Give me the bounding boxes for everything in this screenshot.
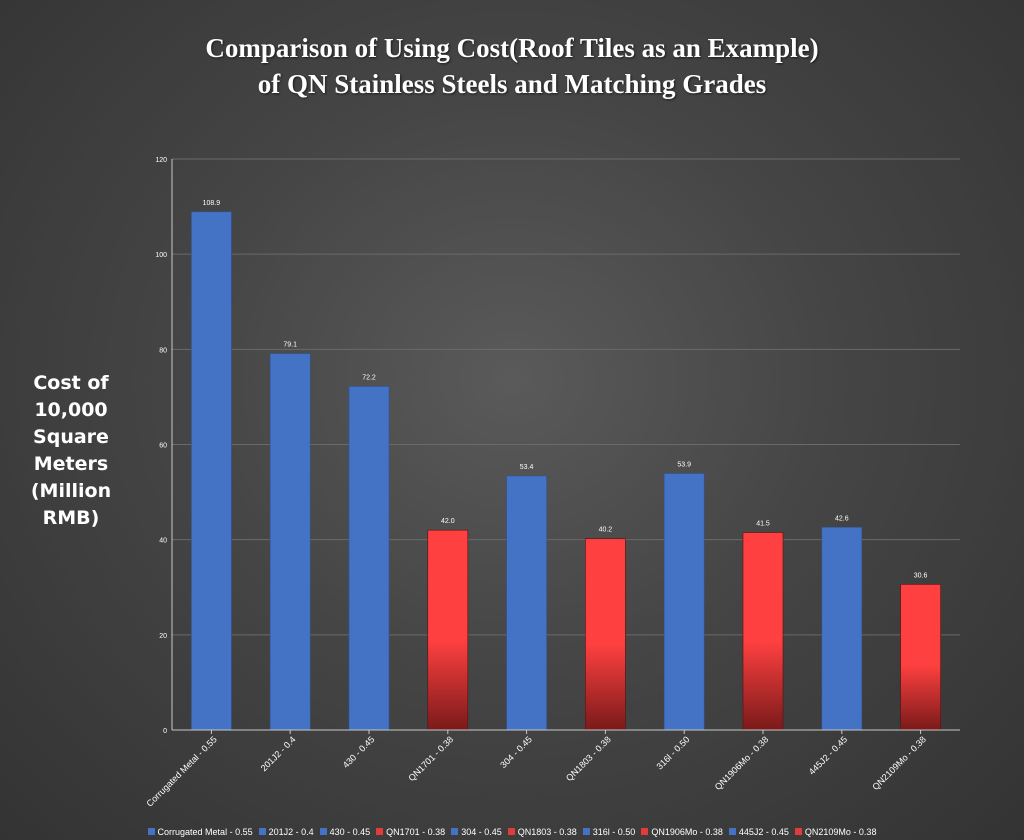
y-tick-label: 80 <box>159 347 167 354</box>
data-label: 30.6 <box>914 572 928 579</box>
legend-swatch <box>147 828 155 835</box>
chart-title-line-1: Comparison of Using Cost(Roof Tiles as a… <box>205 33 819 63</box>
legend-swatch <box>376 828 384 835</box>
legend-item: QN1701 - 0.38 <box>376 827 445 838</box>
y-axis-label-line: (Million RMB) <box>30 480 112 529</box>
legend-item: QN2109Mo - 0.38 <box>794 827 877 838</box>
legend-label: 316l - 0.50 <box>592 827 636 837</box>
legend-swatch <box>451 828 459 835</box>
data-label: 42.0 <box>441 518 455 525</box>
x-tick-label: Corrugated Metal - 0.55 <box>145 734 219 808</box>
bar <box>191 211 232 731</box>
data-label: 53.9 <box>677 462 691 469</box>
legend: Corrugated Metal - 0.55 201J2 - 0.4 430 - … <box>0 827 1024 838</box>
bar <box>821 526 863 731</box>
legend-label: 201J2 - 0.4 <box>268 827 314 837</box>
legend-label: 445J2 - 0.45 <box>738 827 789 837</box>
legend-item: 304 - 0.45 <box>451 827 502 838</box>
bar <box>742 532 784 731</box>
legend-swatch <box>258 828 266 835</box>
y-tick-label: 100 <box>155 252 167 259</box>
y-tick-label: 60 <box>159 443 167 450</box>
x-tick-label: 316l - 0.50 <box>654 734 691 771</box>
legend-label: QN1803 - 0.38 <box>517 827 577 837</box>
legend-label: Corrugated Metal - 0.55 <box>157 827 253 837</box>
data-label: 40.2 <box>599 527 613 534</box>
legend-item: QN1906Mo - 0.38 <box>641 827 723 838</box>
y-tick-label: 40 <box>159 538 167 545</box>
x-tick-label: 304 - 0.45 <box>498 734 534 770</box>
x-tick-label: 445J2 - 0.45 <box>807 734 849 776</box>
bar <box>900 584 941 731</box>
data-label: 72.2 <box>362 374 376 381</box>
legend-swatch <box>641 828 649 835</box>
x-tick-label: QN1803 - 0.38 <box>564 734 613 783</box>
x-tick-label: 201J2 - 0.4 <box>259 734 298 773</box>
legend-item: 316l - 0.50 <box>582 827 636 838</box>
bars <box>191 211 941 731</box>
chart-title-line-2: of QN Stainless Steels and Matching Grad… <box>257 69 767 99</box>
y-tick-label: 0 <box>163 728 167 735</box>
data-label: 42.6 <box>835 515 849 522</box>
x-tick-label: 430 - 0.45 <box>341 734 377 770</box>
legend-swatch <box>794 828 802 835</box>
y-axis-label-line: Square Meters <box>33 426 109 475</box>
legend-label: 304 - 0.45 <box>461 827 502 837</box>
legend-item: 201J2 - 0.4 <box>258 827 314 838</box>
bar <box>585 538 626 731</box>
bar <box>269 353 311 731</box>
y-axis-label-line: Cost of <box>33 372 109 394</box>
legend-swatch <box>728 828 736 835</box>
legend-label: QN1906Mo - 0.38 <box>651 827 723 837</box>
x-tick-label: QN2109Mo - 0.38 <box>870 734 928 792</box>
legend-swatch <box>582 828 590 835</box>
legend-label: 430 - 0.45 <box>329 827 371 837</box>
chart-title: Comparison of Using Cost(Roof Tiles as a… <box>0 30 1024 102</box>
legend-item: 430 - 0.45 <box>319 827 371 838</box>
legend-swatch <box>507 828 515 835</box>
data-label: 79.1 <box>283 342 297 349</box>
bar <box>506 475 547 731</box>
legend-label: QN1701 - 0.38 <box>386 827 446 837</box>
bar <box>427 529 469 731</box>
data-label: 53.4 <box>520 464 534 471</box>
value-labels: 108.9 79.1 72.2 42.0 53.4 40.2 53.9 41.5 42.6 30.… <box>203 200 928 580</box>
y-axis-label-line: 10,000 <box>34 399 108 421</box>
legend-swatch <box>319 828 327 835</box>
y-tick-label: 20 <box>159 633 167 640</box>
legend-item: 445J2 - 0.45 <box>728 827 789 838</box>
legend-item: QN1803 - 0.38 <box>507 827 577 838</box>
x-tick-label: QN1906Mo - 0.38 <box>713 734 771 792</box>
y-tick-label: 120 <box>155 157 167 164</box>
legend-label: QN2109Mo - 0.38 <box>804 827 877 837</box>
bar <box>348 386 390 731</box>
y-axis-label: Cost of 10,000 Square Meters (Million RM… <box>0 370 142 532</box>
legend-item: Corrugated Metal - 0.55 <box>147 827 253 838</box>
data-label: 108.9 <box>203 200 221 207</box>
data-label: 41.5 <box>756 521 770 528</box>
x-tick-label: QN1701 - 0.38 <box>406 734 455 783</box>
bar <box>663 473 705 731</box>
